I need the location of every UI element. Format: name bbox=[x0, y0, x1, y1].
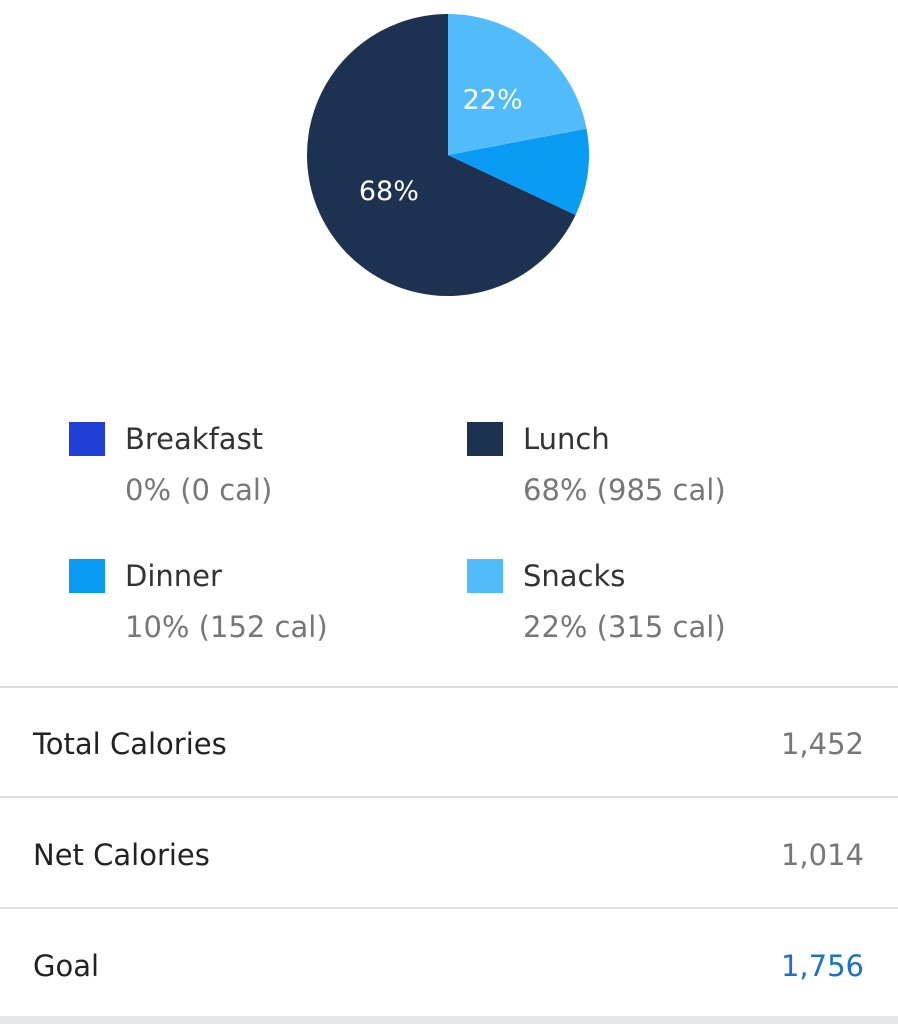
legend-name: Snacks bbox=[523, 559, 625, 593]
pie-slice bbox=[306, 14, 576, 296]
row-value: 1,452 bbox=[781, 727, 864, 761]
legend-swatch bbox=[467, 559, 503, 593]
row-label: Goal bbox=[33, 949, 99, 983]
row-value: 1,756 bbox=[781, 949, 864, 983]
row-label: Net Calories bbox=[33, 838, 210, 872]
legend-detail: 0% (0 cal) bbox=[125, 473, 272, 507]
legend-name: Breakfast bbox=[125, 422, 263, 456]
row-label: Total Calories bbox=[32, 727, 227, 761]
legend-swatch bbox=[467, 422, 503, 456]
slice-label: 22% bbox=[463, 85, 523, 116]
slice-label: 68% bbox=[359, 176, 419, 207]
legend-swatch bbox=[69, 422, 105, 456]
pie-slice bbox=[448, 128, 590, 216]
legend-name: Lunch bbox=[523, 422, 610, 456]
legend-detail: 10% (152 cal) bbox=[125, 610, 328, 644]
bottom-bar bbox=[0, 1016, 898, 1024]
legend-detail: 22% (315 cal) bbox=[523, 610, 726, 644]
legend-swatch bbox=[69, 559, 105, 593]
legend-detail: 68% (985 cal) bbox=[523, 473, 726, 507]
row-value: 1,014 bbox=[781, 838, 864, 872]
legend-name: Dinner bbox=[125, 559, 222, 593]
pie-slice bbox=[448, 14, 587, 155]
